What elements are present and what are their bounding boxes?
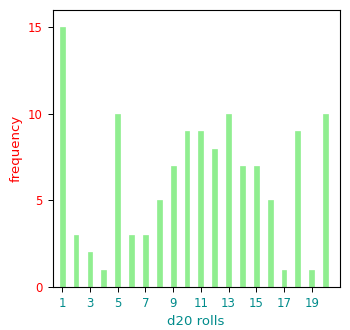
X-axis label: d20 rolls: d20 rolls bbox=[167, 315, 225, 328]
Bar bbox=[240, 166, 245, 287]
Bar bbox=[198, 131, 203, 287]
Bar bbox=[295, 131, 300, 287]
Bar bbox=[226, 114, 231, 287]
Bar bbox=[171, 166, 176, 287]
Bar bbox=[157, 200, 162, 287]
Bar bbox=[129, 235, 134, 287]
Bar bbox=[143, 235, 148, 287]
Bar bbox=[115, 114, 120, 287]
Bar bbox=[282, 270, 286, 287]
Y-axis label: frequency: frequency bbox=[9, 115, 22, 182]
Bar bbox=[184, 131, 189, 287]
Bar bbox=[60, 27, 65, 287]
Bar bbox=[254, 166, 259, 287]
Bar bbox=[74, 235, 78, 287]
Bar bbox=[88, 252, 92, 287]
Bar bbox=[212, 148, 217, 287]
Bar bbox=[309, 270, 314, 287]
Bar bbox=[323, 114, 328, 287]
Bar bbox=[102, 270, 106, 287]
Bar bbox=[268, 200, 273, 287]
